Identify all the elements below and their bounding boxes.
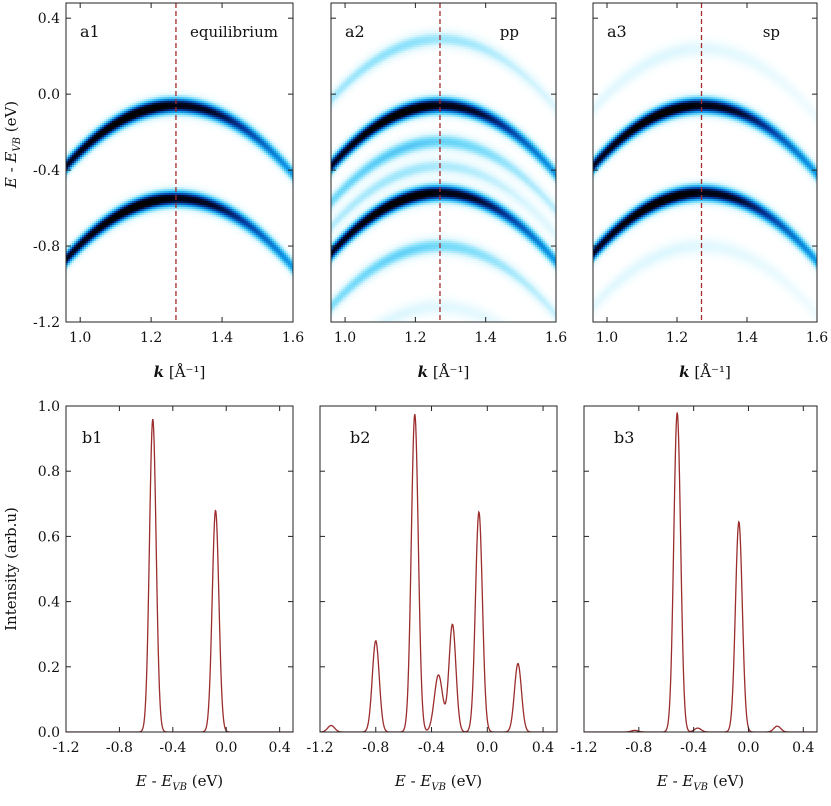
x-tick-label-a1: 1.4 xyxy=(211,330,233,346)
x-tick-label-b1: -0.8 xyxy=(106,740,133,756)
x-tick-label-b3: -0.4 xyxy=(680,740,707,756)
y-tick-label-a1: 0.0 xyxy=(38,87,60,103)
panel-label-b3: b3 xyxy=(614,428,634,447)
y-tick-label-b1: 1.0 xyxy=(38,399,60,415)
x-tick-label-b2: -0.8 xyxy=(362,740,389,756)
x-axis-label-a3: k [Å⁻¹] xyxy=(679,363,731,381)
x-tick-label-a2: 1.0 xyxy=(334,330,356,346)
y-tick-label-a1: -0.8 xyxy=(33,239,60,255)
y-tick-label-b1: 0.6 xyxy=(38,529,60,545)
x-tick-label-a2: 1.6 xyxy=(545,330,567,346)
panel-label-a1: a1 xyxy=(80,22,100,41)
panel-b1: -1.2 -0.8 -0.4 0.0 0.4 0.0 0.2 0.4 0.6 0.8 1.0 b1 E … xyxy=(2,399,293,793)
y-tick-label-b1: 0.0 xyxy=(38,725,60,741)
spectrum-line-b2 xyxy=(320,414,557,732)
axes-frame-b3 xyxy=(584,406,817,732)
y-axis-label-b1: Intensity (arb.u) xyxy=(2,507,20,631)
y-tick-label-b1: 0.4 xyxy=(38,595,60,611)
annotation-a2: pp xyxy=(500,23,519,41)
x-axis-label-a1: k [Å⁻¹] xyxy=(154,363,206,381)
y-tick-label-b1: 0.8 xyxy=(38,464,60,480)
x-tick-label-a3: 1.0 xyxy=(596,330,618,346)
panel-b2: -1.2 -0.8 -0.4 0.0 0.4 b2 E - EVB (eV) xyxy=(307,406,558,793)
x-tick-label-b1: 0.4 xyxy=(269,740,291,756)
panel-a1: 1.0 1.2 1.4 1.6 0.4 0.0 -0.4 -0.8 -1.2 a1 equilibr… xyxy=(2,3,304,381)
x-tick-label-b1: -1.2 xyxy=(53,740,80,756)
annotation-a3: sp xyxy=(763,23,780,41)
x-tick-label-b3: 0.0 xyxy=(737,740,759,756)
x-tick-label-b2: -0.4 xyxy=(418,740,445,756)
panel-label-b2: b2 xyxy=(350,428,370,447)
x-tick-label-b3: -0.8 xyxy=(625,740,652,756)
x-axis-label-a2: k [Å⁻¹] xyxy=(418,363,470,381)
y-tick-label-a1: -0.4 xyxy=(33,163,60,179)
heatmap-cells-a3 xyxy=(593,33,817,323)
x-tick-label-b2: -1.2 xyxy=(307,740,334,756)
x-tick-label-b3: 0.4 xyxy=(792,740,814,756)
x-tick-label-b2: 0.4 xyxy=(532,740,554,756)
heatmap-cells-a1 xyxy=(66,85,293,287)
panel-b3: -1.2 -0.8 -0.4 0.0 0.4 b3 E - EVB (eV) xyxy=(571,406,818,793)
panel-label-a3: a3 xyxy=(607,22,627,41)
x-axis-label-b3: E - EVB (eV) xyxy=(656,772,744,793)
x-tick-label-a2: 1.4 xyxy=(475,330,497,346)
panel-label-b1: b1 xyxy=(82,428,102,447)
x-tick-label-a1: 1.2 xyxy=(140,330,162,346)
x-axis-label-b1: E - EVB (eV) xyxy=(135,772,223,793)
y-tick-label-b1: 0.2 xyxy=(38,660,60,676)
axes-frame-b1 xyxy=(66,406,293,732)
y-tick-label-a1: 0.4 xyxy=(38,11,60,27)
x-tick-label-a3: 1.2 xyxy=(666,330,688,346)
spectrum-line-b3 xyxy=(584,413,817,732)
x-tick-label-b1: -0.4 xyxy=(159,740,186,756)
panel-label-a2: a2 xyxy=(345,22,365,41)
x-tick-label-a3: 1.4 xyxy=(736,330,758,346)
x-tick-label-a1: 1.0 xyxy=(69,330,91,346)
y-tick-label-a1: -1.2 xyxy=(33,315,60,331)
heatmap-cells-a2 xyxy=(331,21,556,323)
x-tick-label-a2: 1.2 xyxy=(404,330,426,346)
axes-frame-a1 xyxy=(66,3,293,322)
x-tick-label-b1: 0.0 xyxy=(215,740,237,756)
y-axis-label-a1: E - EVB (eV) xyxy=(2,101,23,189)
x-tick-label-b2: 0.0 xyxy=(476,740,498,756)
x-tick-label-a3: 1.6 xyxy=(806,330,828,346)
panel-a2: 1.0 1.2 1.4 1.6 a2 pp k [Å⁻¹] xyxy=(331,3,567,381)
spectrum-line-b1 xyxy=(66,419,293,732)
annotation-a1: equilibrium xyxy=(190,23,278,41)
x-axis-label-b2: E - EVB (eV) xyxy=(394,772,482,793)
panel-a3: 1.0 1.2 1.4 1.6 a3 sp k [Å⁻¹] xyxy=(593,3,828,381)
x-tick-label-a1: 1.6 xyxy=(282,330,304,346)
x-tick-label-b3: -1.2 xyxy=(571,740,598,756)
